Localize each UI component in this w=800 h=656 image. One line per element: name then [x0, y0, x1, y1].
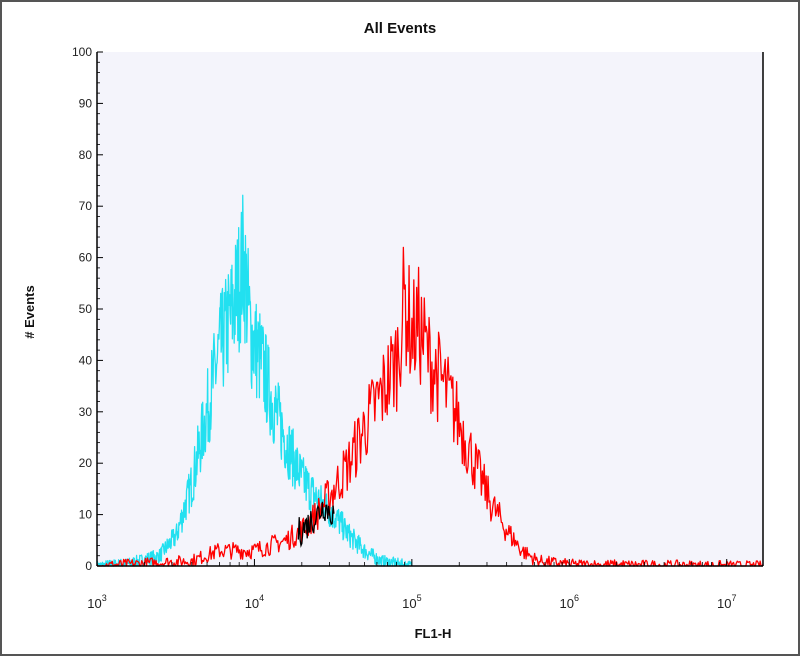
- y-tick-label: 20: [79, 456, 93, 470]
- y-tick-label: 30: [79, 405, 93, 419]
- x-axis-label: FL1-H: [415, 626, 452, 641]
- y-tick-label: 90: [79, 96, 93, 110]
- tick-layer: 0 10 20 30 40 50 60 70 80 90 100 103 104 105 106 107: [72, 45, 736, 611]
- y-tick-label: 80: [79, 148, 93, 162]
- x-tick-label: 106: [560, 593, 579, 611]
- series-line-2: [96, 246, 764, 567]
- x-tick-label: 107: [717, 593, 736, 611]
- y-tick-label: 0: [85, 559, 92, 573]
- y-tick-label: 60: [79, 251, 93, 265]
- y-tick-label: 70: [79, 199, 93, 213]
- plot-area: [97, 52, 763, 566]
- x-tick-label: 105: [402, 593, 421, 611]
- series-overlap: [297, 501, 335, 548]
- chart-title: All Events: [364, 20, 437, 37]
- x-tick-label: 103: [87, 593, 106, 611]
- y-tick-label: 100: [72, 45, 92, 59]
- series-layer: [96, 194, 764, 567]
- y-tick-label: 10: [79, 508, 93, 522]
- y-axis-label: # Events: [22, 285, 37, 338]
- y-tick-label: 40: [79, 353, 93, 367]
- y-tick-label: 50: [79, 302, 93, 316]
- x-tick-label: 104: [245, 593, 264, 611]
